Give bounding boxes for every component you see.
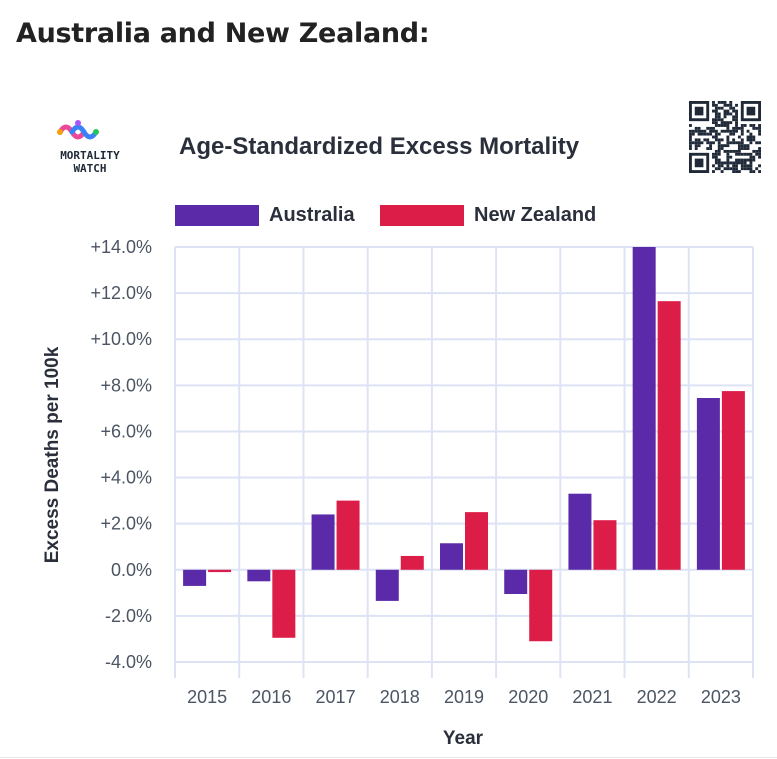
legend-swatch-new-zealand xyxy=(380,204,464,226)
legend-swatch-australia xyxy=(175,204,259,226)
bar-new-zealand-2019[interactable] xyxy=(465,512,488,570)
y-tick-label: -2.0% xyxy=(105,606,152,626)
y-tick-label: +6.0% xyxy=(100,421,152,441)
bar-australia-2019[interactable] xyxy=(440,543,463,570)
y-tick-label: +8.0% xyxy=(100,375,152,395)
y-tick-label: +2.0% xyxy=(100,514,152,534)
y-tick-label: +14.0% xyxy=(90,237,152,257)
legend-label-australia: Australia xyxy=(269,203,355,226)
x-axis-label: Year xyxy=(443,728,484,749)
x-tick-label: 2023 xyxy=(701,687,741,707)
page-heading: Australia and New Zealand: xyxy=(16,18,430,49)
bar-new-zealand-2018[interactable] xyxy=(400,555,424,570)
y-axis-ticks: +14.0% +12.0% +10.0% +8.0% +6.0% +4.0% +2.0% 0.… xyxy=(90,237,152,672)
x-tick-label: 2022 xyxy=(637,687,677,707)
bar-new-zealand-2015[interactable] xyxy=(208,569,232,573)
x-tick-label: 2020 xyxy=(508,687,548,707)
mortality-watch-logo: MORTALITY WATCH xyxy=(30,118,130,178)
x-tick-label: 2015 xyxy=(187,687,227,707)
logo-graphic-icon xyxy=(57,120,99,140)
qr-code-icon[interactable] xyxy=(689,101,761,173)
divider xyxy=(0,757,777,758)
x-tick-label: 2017 xyxy=(316,687,356,707)
bar-australia-2015[interactable] xyxy=(183,569,207,586)
y-axis-label: Excess Deaths per 100k xyxy=(42,346,63,563)
bar-new-zealand-2022[interactable] xyxy=(657,301,681,570)
bars xyxy=(183,247,745,642)
y-tick-label: 0.0% xyxy=(111,560,152,580)
x-axis-ticks: 2015 2016 2017 2018 2019 2020 2021 2022 2023 xyxy=(187,687,741,707)
bar-australia-2021[interactable] xyxy=(568,493,592,570)
logo-text-line1: MORTALITY xyxy=(60,149,120,162)
x-tick-label: 2021 xyxy=(572,687,612,707)
x-tick-label: 2019 xyxy=(444,687,484,707)
legend-item-new-zealand[interactable]: New Zealand xyxy=(380,203,596,227)
x-tick-label: 2018 xyxy=(380,687,420,707)
bar-new-zealand-2016[interactable] xyxy=(272,569,296,638)
x-tick-label: 2016 xyxy=(251,687,291,707)
bar-australia-2023[interactable] xyxy=(696,398,720,570)
bar-new-zealand-2023[interactable] xyxy=(721,391,745,570)
bar-new-zealand-2021[interactable] xyxy=(593,520,617,570)
y-tick-label: +4.0% xyxy=(100,468,152,488)
legend-item-australia[interactable]: Australia xyxy=(175,203,355,227)
bar-australia-2022[interactable] xyxy=(632,247,656,570)
bar-australia-2020[interactable] xyxy=(504,569,528,594)
bar-australia-2017[interactable] xyxy=(311,514,335,570)
grid-lines xyxy=(174,246,754,678)
bar-australia-2016[interactable] xyxy=(247,569,271,582)
y-tick-label: +12.0% xyxy=(90,283,152,303)
logo-text-line2: WATCH xyxy=(73,162,107,175)
bar-new-zealand-2017[interactable] xyxy=(336,500,360,570)
bar-new-zealand-2020[interactable] xyxy=(529,569,553,642)
y-tick-label: -4.0% xyxy=(105,652,152,672)
chart-title: Age-Standardized Excess Mortality xyxy=(179,133,580,160)
y-tick-label: +10.0% xyxy=(90,329,152,349)
legend-label-new-zealand: New Zealand xyxy=(474,203,597,226)
bar-australia-2018[interactable] xyxy=(375,569,399,601)
